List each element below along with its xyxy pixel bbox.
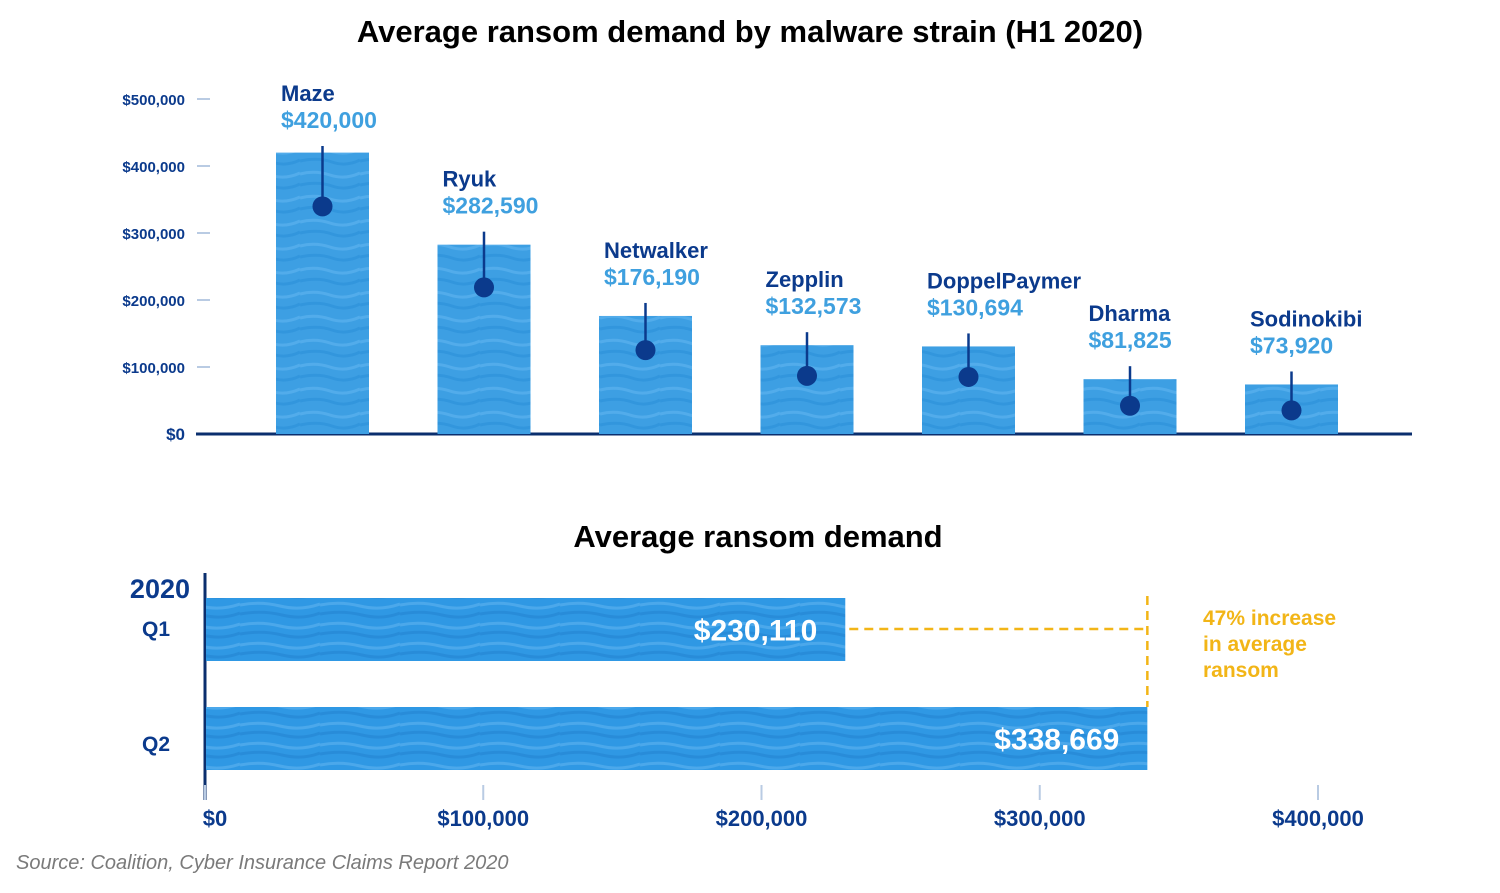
- y-tick-label: $100,000: [122, 360, 185, 377]
- category-label: DoppelPaymer: [927, 268, 1081, 293]
- category-label: Sodinokibi: [1250, 306, 1362, 331]
- leader-dot: [635, 340, 656, 361]
- y-tick-label: $500,000: [122, 92, 185, 109]
- chart-title-quarterly: Average ransom demand: [573, 519, 943, 554]
- data-label: $176,190: [604, 264, 700, 290]
- category-label: Ryuk: [443, 167, 498, 192]
- x-tick-label: $200,000: [716, 806, 808, 831]
- y-tick-label: $300,000: [122, 226, 185, 243]
- data-label: $420,000: [281, 107, 377, 133]
- y-tick-label: $200,000: [122, 293, 185, 310]
- leader-dot: [958, 366, 979, 387]
- category-label: Q1: [142, 618, 170, 641]
- y-tick-label: $400,000: [122, 159, 185, 176]
- data-label: $130,694: [927, 294, 1023, 320]
- strain-bar-chart: $0 $100,000 $200,000 $300,000 $400,000 $500,0…: [122, 81, 1412, 444]
- data-label: $282,590: [443, 193, 539, 219]
- category-label: Zepplin: [766, 267, 844, 292]
- annotation-text: in average: [1203, 633, 1307, 656]
- x-tick-label: $300,000: [994, 806, 1086, 831]
- leader-dot: [1281, 400, 1302, 421]
- data-label: $338,669: [994, 724, 1119, 757]
- x-tick-label: $100,000: [437, 806, 529, 831]
- category-label: Netwalker: [604, 238, 708, 263]
- bar-q2: [206, 707, 1148, 770]
- annotation-text: ransom: [1203, 659, 1279, 682]
- source-note: Source: Coalition, Cyber Insurance Claim…: [16, 852, 509, 874]
- leader-dot: [474, 277, 494, 298]
- chart-title-strain: Average ransom demand by malware strain …: [356, 14, 1144, 49]
- data-label: $73,920: [1250, 332, 1333, 358]
- data-label: $81,825: [1089, 327, 1172, 353]
- x-tick-label: $400,000: [1272, 806, 1364, 831]
- category-label: Maze: [281, 81, 335, 106]
- bar-q1: [206, 598, 846, 661]
- leader-dot: [312, 196, 333, 217]
- leader-dot: [797, 365, 817, 386]
- x-tick-label: $0: [203, 806, 227, 831]
- annotation-text: 47% increase: [1203, 607, 1336, 630]
- y-tick-label: $0: [166, 425, 185, 444]
- data-label: $132,573: [766, 293, 862, 319]
- category-label: Dharma: [1089, 301, 1172, 326]
- leader-dot: [1120, 395, 1140, 416]
- data-label: $230,110: [694, 615, 817, 648]
- group-label: 2020: [130, 574, 190, 604]
- category-label: Q2: [142, 733, 170, 756]
